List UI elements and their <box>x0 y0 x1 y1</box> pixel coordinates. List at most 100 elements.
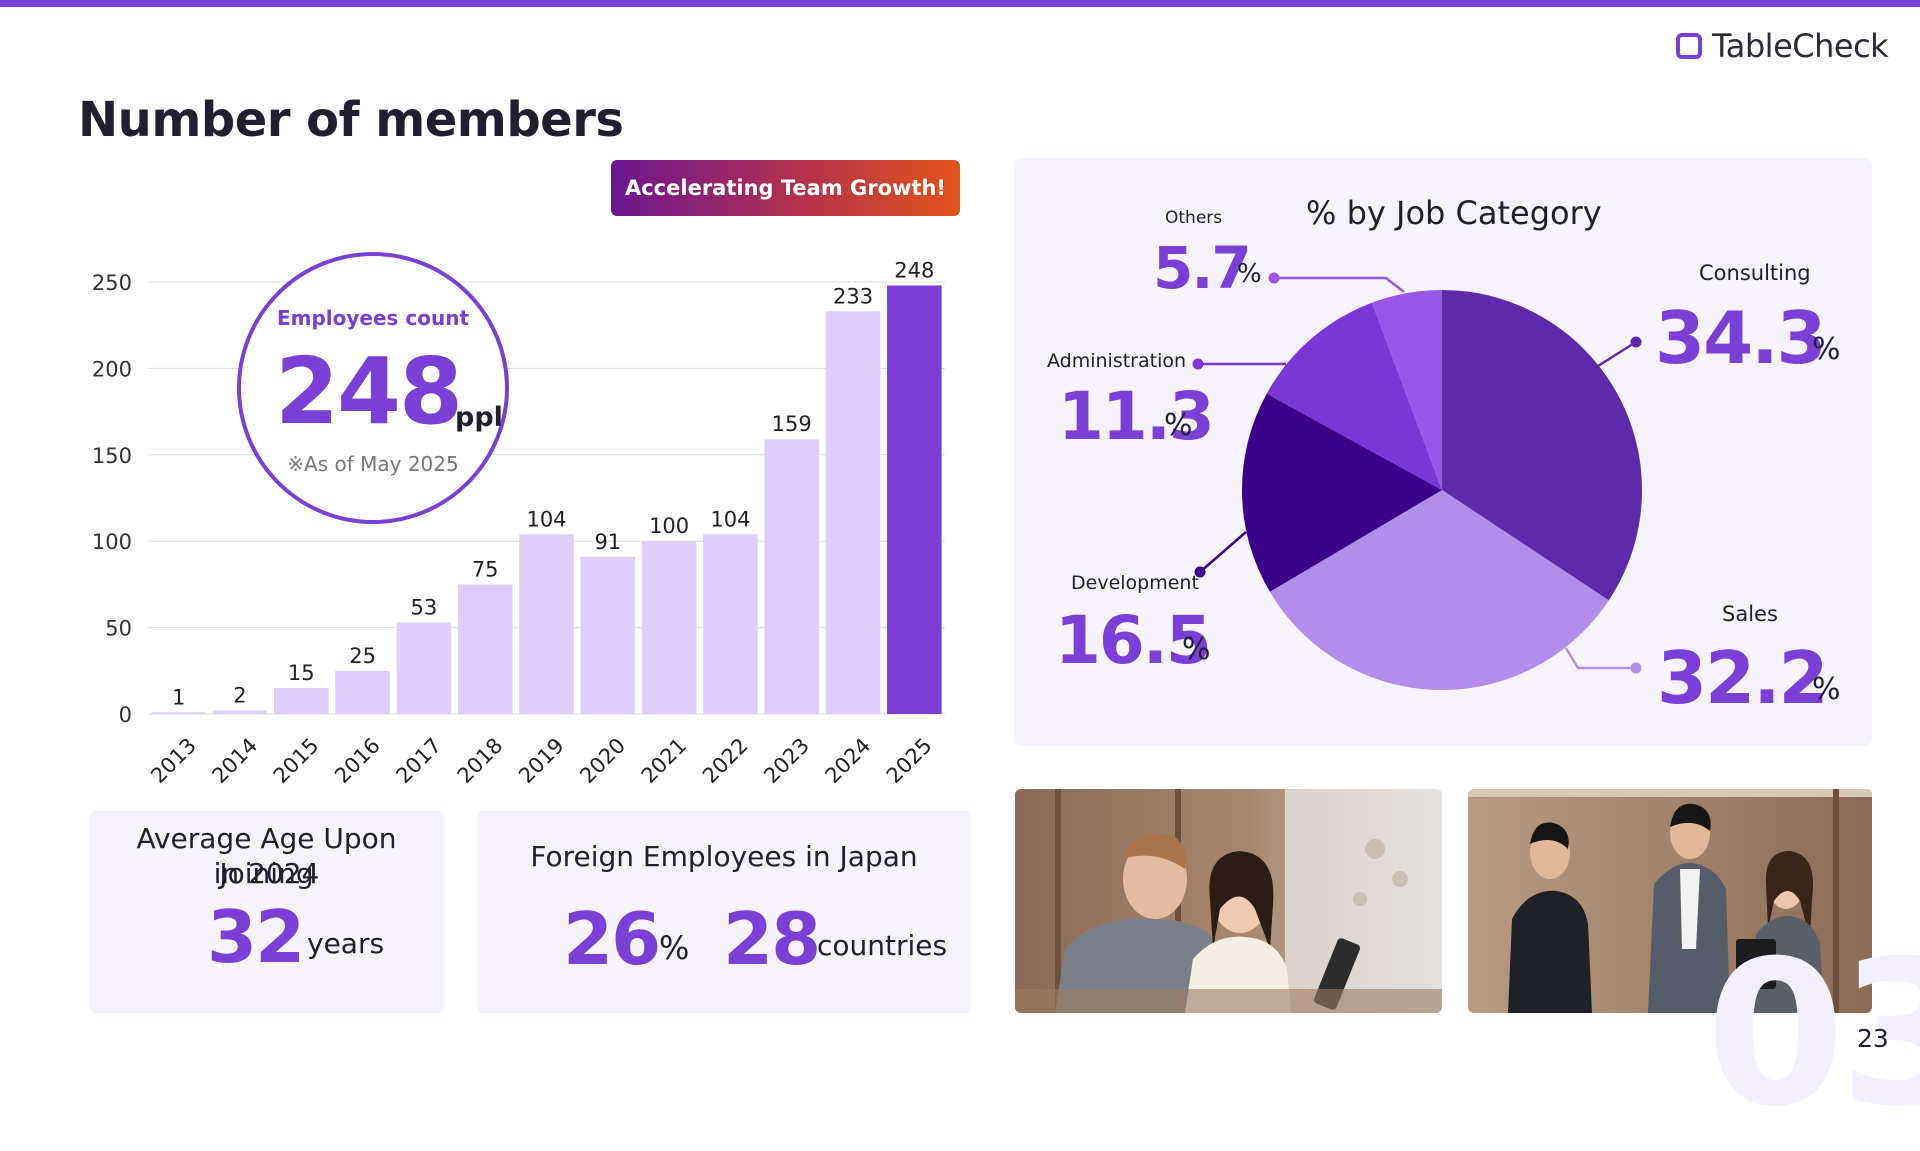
bar-2021 <box>641 541 697 714</box>
leader-line-sales <box>1564 647 1636 670</box>
y-tick-label: 250 <box>92 271 132 295</box>
growth-banner: Accelerating Team Growth! <box>611 160 960 216</box>
bar-value-label: 75 <box>472 557 499 581</box>
team-photo-2 <box>1468 789 1872 1013</box>
top-accent-bar <box>0 0 1920 7</box>
x-tick-label: 2025 <box>882 733 937 788</box>
bar-value-label: 53 <box>411 595 438 619</box>
leader-line-others <box>1274 276 1405 293</box>
leader-dot-consulting <box>1630 336 1642 348</box>
bar-value-label: 104 <box>526 507 566 531</box>
slice-pct-sales: 32.2 <box>1657 636 1829 720</box>
page-title: Number of members <box>78 92 624 148</box>
x-tick-label: 2022 <box>698 733 753 788</box>
leader-line-development <box>1199 531 1247 573</box>
x-tick-label: 2024 <box>821 733 876 788</box>
average-age-title-line2: in 2024 <box>213 857 320 890</box>
slice-pct-development: 16.5 <box>1055 602 1212 679</box>
bar-value-label: 15 <box>288 661 315 685</box>
bar-2025 <box>887 285 942 714</box>
foreign-employees-card: Foreign Employees in Japan 26 % 28 count… <box>477 811 971 1013</box>
y-tick-label: 0 <box>119 703 132 727</box>
bar-value-label: 1 <box>172 685 185 709</box>
page-number: 23 <box>1857 1024 1889 1053</box>
bar-2013 <box>151 712 206 714</box>
bar-2023 <box>764 439 820 714</box>
tablecheck-logo-icon <box>1676 33 1702 59</box>
foreign-percent-value: 26 <box>563 897 661 981</box>
x-tick-label: 2014 <box>207 733 262 788</box>
x-tick-label: 2021 <box>637 733 692 788</box>
bar-2014 <box>212 710 268 714</box>
countries-value: 28 <box>723 897 821 981</box>
countries-unit: countries <box>817 929 948 962</box>
slice-pct-others: 5.7 <box>1153 234 1252 302</box>
pie-title: % by Job Category <box>1306 194 1602 232</box>
pie-slice-administration <box>1266 302 1442 490</box>
x-tick-label: 2019 <box>514 733 569 788</box>
bar-2018 <box>457 584 513 714</box>
average-age-title-line1: Average Age Upon Joining <box>136 822 397 890</box>
employees-count-unit: ppl <box>455 402 503 433</box>
job-category-pie-chart <box>1192 272 1642 690</box>
x-tick-label: 2017 <box>391 733 446 788</box>
average-age-value: 32 <box>207 895 305 979</box>
bar-2019 <box>519 534 574 714</box>
slice-label-administration: Administration <box>1047 350 1187 372</box>
employees-count-badge: Employees count 248 ppl ※As of May 2025 <box>237 252 509 524</box>
team-photo-1 <box>1015 789 1442 1013</box>
average-age-unit: years <box>307 927 385 960</box>
slice-pct-unit-consulting: % <box>1812 332 1841 367</box>
leader-dot-development <box>1194 566 1206 578</box>
bar-2024 <box>825 311 881 714</box>
bar-2022 <box>703 534 758 714</box>
x-tick-label: 2018 <box>453 733 508 788</box>
foreign-percent-unit: % <box>659 929 690 967</box>
bar-2016 <box>335 670 390 714</box>
team-photo-1-image <box>1015 789 1442 1013</box>
brand-logo: TableCheck <box>1676 26 1889 66</box>
average-age-card: Average Age Upon Joining in 2024 32 year… <box>89 811 444 1013</box>
x-tick-label: 2015 <box>269 733 324 788</box>
employees-count-note: ※As of May 2025 <box>287 452 459 476</box>
x-tick-label: 2016 <box>330 733 385 788</box>
foreign-employees-title: Foreign Employees in Japan <box>530 840 918 873</box>
employees-count-label: Employees count <box>276 306 470 330</box>
bar-2015 <box>273 688 329 714</box>
leader-dot-administration <box>1192 358 1204 370</box>
x-tick-label: 2020 <box>575 733 630 788</box>
brand-name: TableCheck <box>1712 27 1889 65</box>
pie-slice-sales <box>1269 490 1609 690</box>
team-photo-2-image <box>1468 789 1872 1013</box>
bar-value-label: 233 <box>833 284 873 308</box>
bar-value-label: 25 <box>349 644 376 668</box>
bar-2020 <box>580 556 636 714</box>
slice-label-development: Development <box>1071 572 1199 594</box>
bar-value-label: 100 <box>649 514 689 538</box>
bar-value-label: 248 <box>894 258 934 282</box>
employee-bar-chart: 0 50 100 150 200 250 1 2013 2 2014 15 2015 25 2016 53 2… <box>92 258 945 788</box>
slice-pct-administration: 11.3 <box>1058 378 1215 455</box>
y-tick-label: 50 <box>105 617 132 641</box>
slice-pct-unit-development: % <box>1182 632 1211 667</box>
y-tick-label: 150 <box>92 444 132 468</box>
pie-slice-consulting <box>1442 290 1642 601</box>
bar-value-label: 159 <box>772 412 812 436</box>
slice-label-others: Others <box>1165 208 1223 228</box>
leader-dot-sales <box>1630 662 1642 674</box>
y-tick-label: 100 <box>92 530 132 554</box>
slice-pct-unit-others: % <box>1237 259 1262 289</box>
x-tick-label: 2013 <box>146 733 201 788</box>
leader-line-consulting <box>1597 340 1637 368</box>
bar-value-label: 91 <box>594 530 621 554</box>
bar-value-label: 2 <box>233 684 246 708</box>
bar-2017 <box>396 622 452 714</box>
slice-pct-consulting: 34.3 <box>1655 296 1827 380</box>
pie-slice-others <box>1371 290 1442 490</box>
slice-label-consulting: Consulting <box>1699 261 1811 285</box>
slice-pct-unit-administration: % <box>1164 408 1193 443</box>
y-tick-label: 200 <box>92 357 132 381</box>
employees-count-value: 248 <box>275 338 463 445</box>
bar-value-label: 104 <box>710 507 750 531</box>
pie-slice-development <box>1242 393 1442 592</box>
